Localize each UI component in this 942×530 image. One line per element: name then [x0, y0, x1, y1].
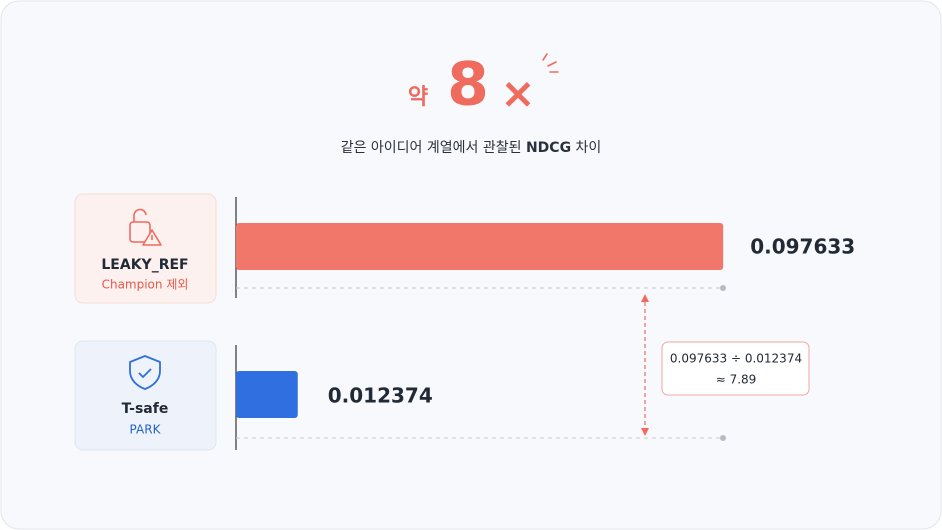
- annotation-result: ≈ 7.89: [716, 373, 757, 387]
- headline-prefix: 약: [408, 85, 428, 110]
- category-sublabel: Champion 제외: [102, 278, 189, 292]
- subtitle: 같은 아이디어 계열에서 관찰된 NDCG 차이: [341, 140, 602, 156]
- category-label: T-safe: [122, 401, 169, 417]
- lock-warning-icon: [129, 208, 162, 246]
- headline-value: 8: [447, 50, 489, 120]
- headline-unit: ×: [500, 69, 535, 118]
- bar: [236, 223, 724, 270]
- category-card: [74, 340, 217, 451]
- subtitle-part: 차이: [576, 140, 602, 156]
- shield-icon: [129, 355, 161, 390]
- category-sublabel: PARK: [130, 423, 162, 437]
- guide-dot: [720, 285, 726, 291]
- guide-dot: [720, 435, 726, 441]
- annotation-box: [661, 341, 810, 396]
- bar: [236, 371, 298, 418]
- category-card: [74, 193, 217, 304]
- value-label: 0.012374: [328, 384, 433, 408]
- ratio-arrow: [641, 294, 649, 436]
- annotation-expression: 0.097633 ÷ 0.012374: [670, 352, 802, 366]
- category-label: LEAKY_REF: [101, 257, 188, 273]
- subtitle-part: NDCG: [526, 140, 571, 156]
- value-label: 0.097633: [750, 235, 855, 259]
- sparkle: [542, 53, 559, 73]
- subtitle-part: 같은 아이디어 계열에서 관찰된: [341, 140, 522, 156]
